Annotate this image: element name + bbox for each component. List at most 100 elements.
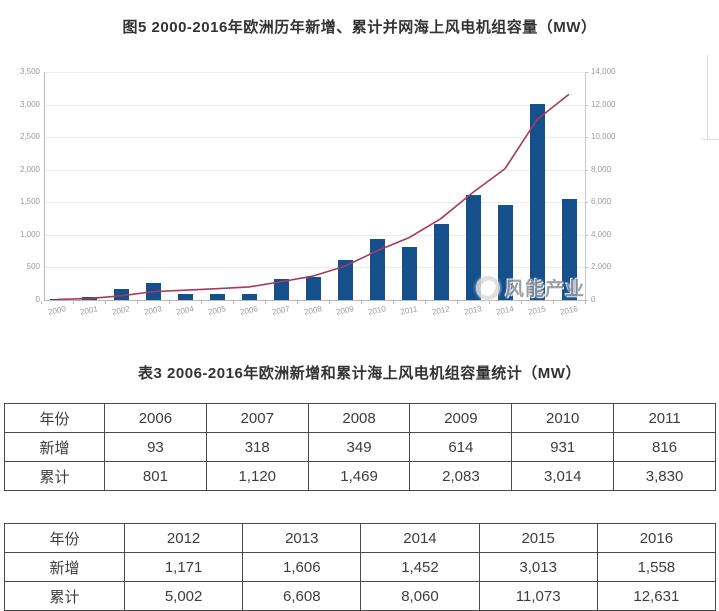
x-axis-label: 2008 <box>303 304 323 317</box>
table-cell: 1,469 <box>307 461 411 491</box>
x-axis-label: 2010 <box>367 304 387 317</box>
y-axis-left-tick-label: 2,000 <box>19 164 40 174</box>
x-axis-label: 2003 <box>143 304 163 317</box>
x-axis-tickmark <box>585 301 586 304</box>
table-cell: 349 <box>307 432 411 462</box>
y-axis-right-tick-label: 12,000 <box>591 99 616 109</box>
table-row: 新增 1,171 1,606 1,452 3,013 1,558 <box>4 552 717 582</box>
x-axis-tickmark <box>169 301 170 304</box>
bar-2011 <box>401 246 417 300</box>
table-cell: 1,171 <box>123 552 244 582</box>
y-axis-left-tick-label: 2,500 <box>19 132 40 142</box>
row-label-cell: 累计 <box>4 461 105 491</box>
table-cell: 1,120 <box>205 461 309 491</box>
row-label-cell: 年份 <box>4 403 105 433</box>
x-axis-label: 2005 <box>207 304 227 317</box>
x-axis-label: 2016 <box>559 304 579 317</box>
x-axis-tickmark <box>329 301 330 304</box>
x-axis-tickmark <box>553 301 554 304</box>
table-cell: 318 <box>205 432 309 462</box>
y-axis-left-line <box>44 72 45 300</box>
x-axis-tickmark <box>457 301 458 304</box>
y-axis-left-tick-label: 3,500 <box>19 67 40 76</box>
table-cell: 8,060 <box>360 581 480 611</box>
bar-2002 <box>113 288 129 300</box>
x-axis-tickmark <box>137 301 138 304</box>
table-cell: 11,073 <box>478 581 598 611</box>
x-axis-tickmark <box>73 301 74 304</box>
bar-2007 <box>273 279 289 300</box>
x-axis-label: 2015 <box>527 304 547 317</box>
y-axis-right-tickmark <box>585 267 588 269</box>
x-axis-tickmark <box>361 301 362 304</box>
wind-energy-logo-icon <box>476 275 500 300</box>
x-axis-label: 2007 <box>271 304 291 317</box>
y-axis-right-line <box>585 72 586 300</box>
watermark-text: 风能产业 <box>505 279 586 300</box>
table-cell: 2,083 <box>409 461 513 491</box>
y-axis-right-tickmark <box>585 104 588 106</box>
table-row: 累计 801 1,120 1,469 2,083 3,014 3,830 <box>4 461 716 491</box>
table-header-row: 年份 2006 2007 2008 2009 2010 2011 <box>4 403 716 433</box>
x-axis-label: 2001 <box>79 304 99 317</box>
grid-line <box>44 72 585 73</box>
table-cell: 6,608 <box>242 581 362 611</box>
row-label-cell: 年份 <box>4 523 125 553</box>
x-axis-label: 2012 <box>431 304 451 317</box>
row-label-cell: 新增 <box>4 432 105 462</box>
y-axis-right-tick-label: 6,000 <box>591 197 612 207</box>
x-axis-tickmark <box>393 301 394 304</box>
x-axis-tickmark <box>41 301 42 304</box>
table-header-row: 年份 2012 2013 2014 2015 2016 <box>4 523 717 553</box>
x-axis-tickmark <box>489 301 490 304</box>
bar-2015 <box>529 103 545 300</box>
table-cell: 801 <box>104 461 207 491</box>
row-label-cell: 新增 <box>4 552 125 582</box>
x-axis-label: 2004 <box>175 304 195 317</box>
x-axis-label: 2000 <box>47 304 67 317</box>
table-cell: 5,002 <box>123 581 244 611</box>
x-axis-tickmark <box>105 301 106 304</box>
x-axis-line <box>44 300 585 301</box>
y-axis-left-tick-label: 3,000 <box>19 99 40 109</box>
table-cell: 3,830 <box>613 461 716 491</box>
bar-2010 <box>369 239 385 300</box>
y-axis-right-tickmark <box>585 137 588 139</box>
x-axis-label: 2009 <box>335 304 355 317</box>
y-axis-left-tick-label: 500 <box>26 262 40 272</box>
table-cell: 2008 <box>307 403 411 433</box>
y-axis-right-tickmark <box>585 169 588 171</box>
table-cell: 1,452 <box>360 552 480 582</box>
y-axis-right-tick-label: 8,000 <box>591 164 612 174</box>
x-axis-label: 2013 <box>463 304 483 317</box>
page-edge-line-horizontal <box>701 139 719 140</box>
bar-2001 <box>81 296 97 300</box>
bar-2008 <box>305 277 321 300</box>
y-axis-right-tickmark <box>585 72 588 73</box>
y-axis-left-tick-label: 1,500 <box>19 197 40 207</box>
grid-line <box>44 104 585 106</box>
x-axis-tickmark <box>265 301 266 304</box>
table-cell: 614 <box>409 432 513 462</box>
grid-line <box>44 137 585 139</box>
table-cell: 3,013 <box>478 552 598 582</box>
table-cell: 2010 <box>511 403 615 433</box>
bar-2006 <box>241 293 257 300</box>
y-axis-left-tick-label: 1,000 <box>19 229 40 239</box>
table-cell: 1,606 <box>242 552 362 582</box>
table-cell: 93 <box>104 432 207 462</box>
y-axis-left-tick-label: 0 <box>35 295 40 304</box>
watermark: 风能产业 <box>476 274 585 301</box>
x-axis-tickmark <box>233 301 234 304</box>
y-axis-right-tick-label: 4,000 <box>591 229 612 239</box>
bar-2012 <box>433 223 449 300</box>
table-cell: 2015 <box>478 523 598 553</box>
page-edge-line-vertical <box>707 55 708 139</box>
capacity-table-2012-2016: 年份 2012 2013 2014 2015 2016 新增 1,171 1,606 1,452 3… <box>4 523 717 611</box>
table-cell: 2011 <box>613 403 716 433</box>
table-row: 累计 5,002 6,608 8,060 11,073 12,631 <box>4 581 717 611</box>
x-axis-tickmark <box>425 301 426 304</box>
table-cell: 2012 <box>123 523 244 553</box>
bar-2005 <box>209 294 225 300</box>
table-cell: 3,014 <box>511 461 615 491</box>
